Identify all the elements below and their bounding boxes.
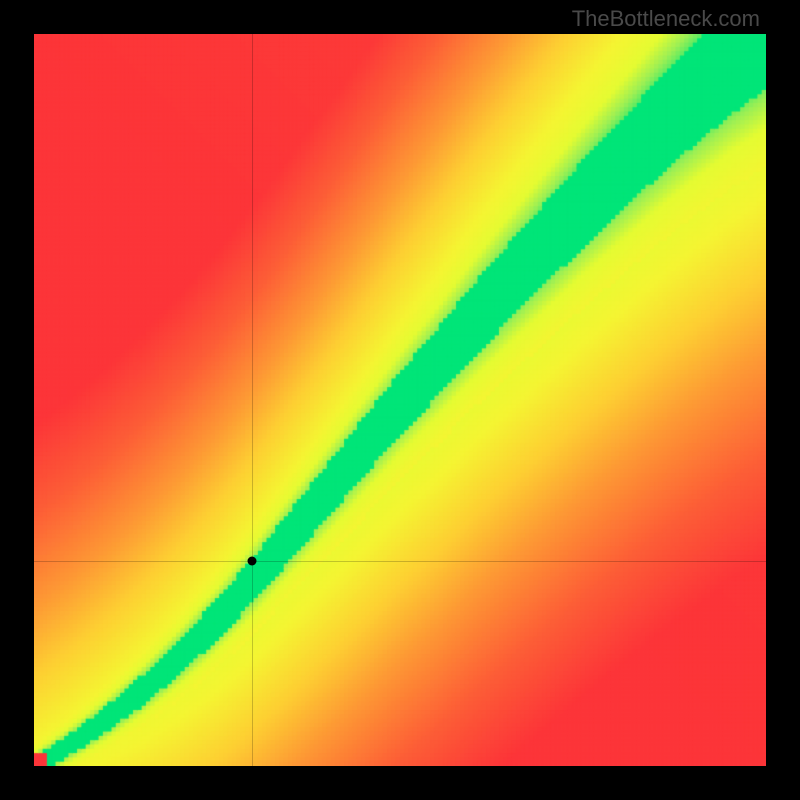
crosshair-vertical [252, 34, 253, 766]
watermark-text: TheBottleneck.com [572, 6, 760, 32]
bottleneck-heatmap [34, 34, 766, 766]
crosshair-horizontal [34, 561, 766, 562]
selected-point [248, 557, 257, 566]
chart-container: TheBottleneck.com [0, 0, 800, 800]
